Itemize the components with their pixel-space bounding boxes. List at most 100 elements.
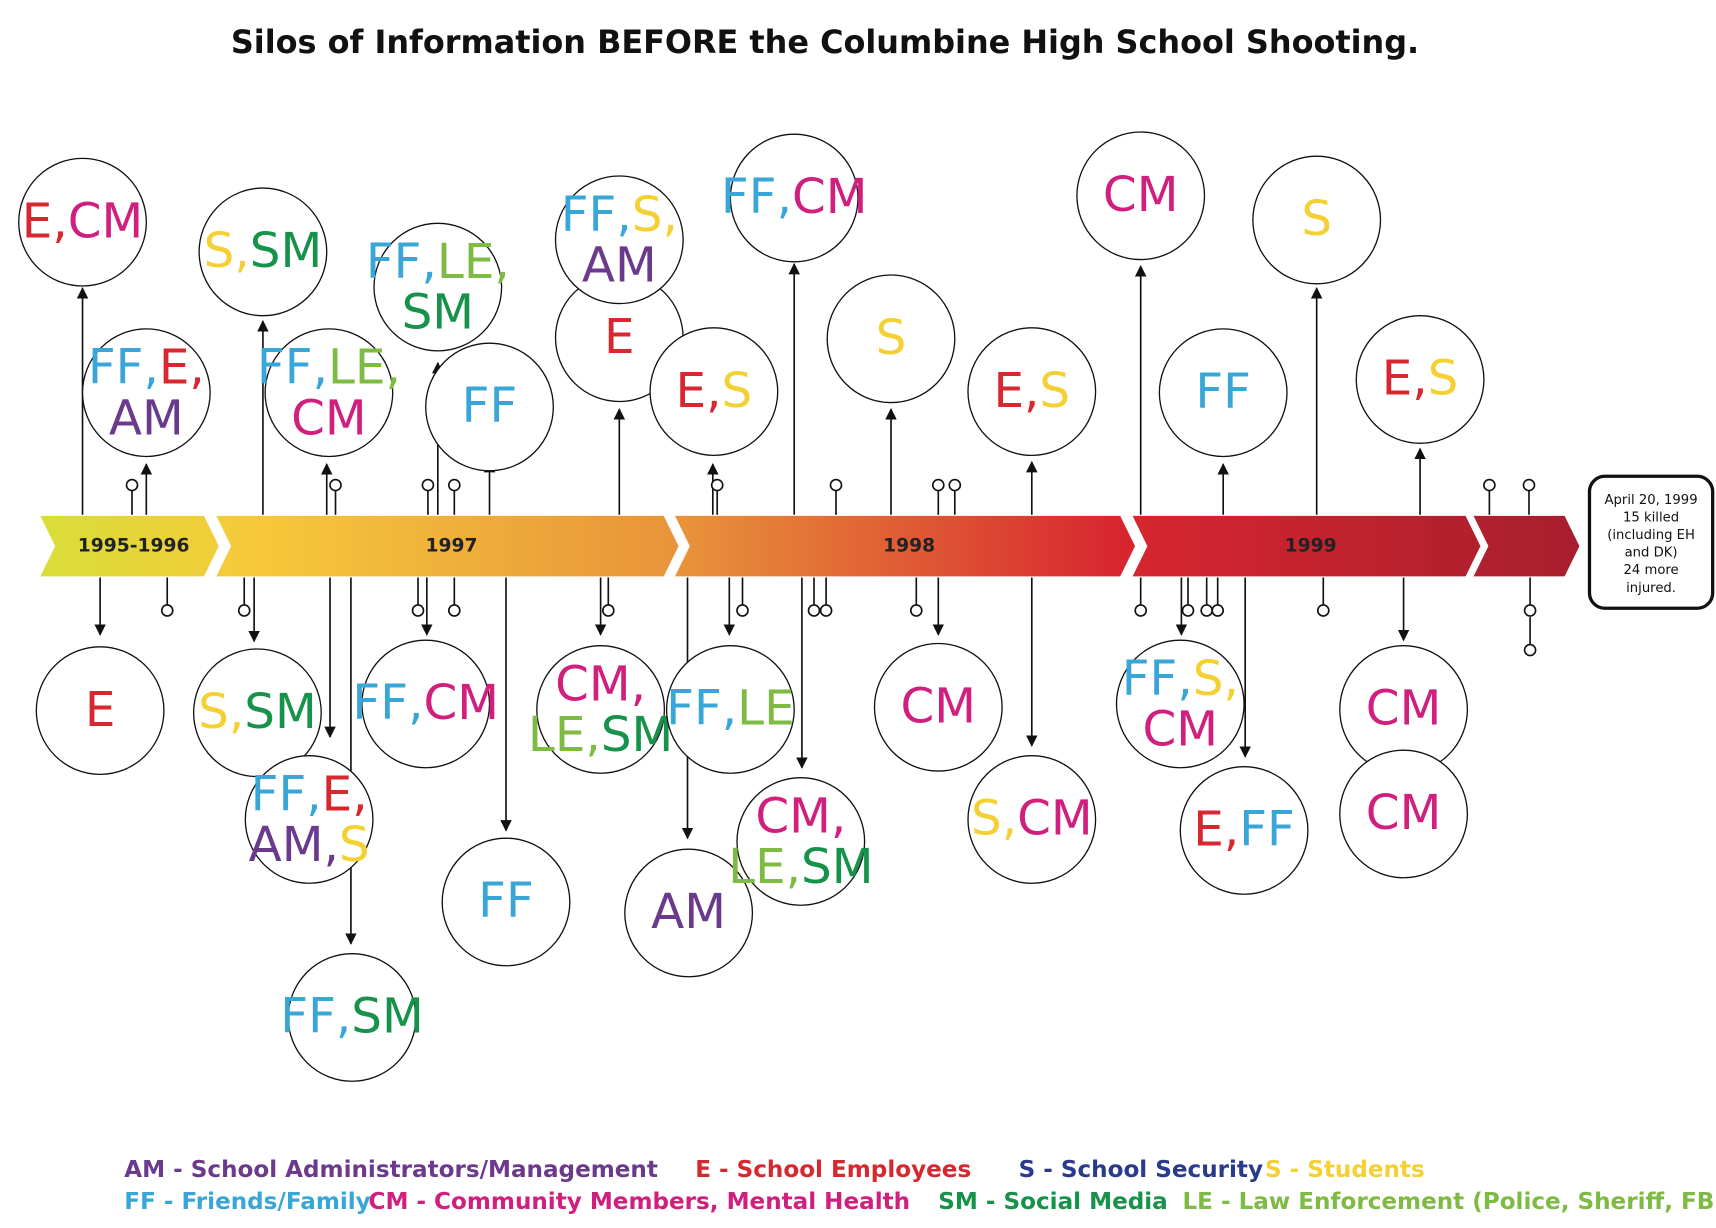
node-circle (373, 222, 503, 352)
pin-head (160, 604, 174, 617)
end-text: and DK) (1625, 546, 1678, 561)
node-label: FF,E, (88, 340, 205, 396)
legend-item: CM - Community Members, Mental Health (369, 1189, 911, 1215)
pin-head (736, 604, 749, 617)
code: FF (1239, 802, 1295, 858)
pin-head (1483, 478, 1496, 492)
node-circle (81, 328, 211, 458)
end-text: (including EH (1607, 528, 1695, 543)
pin-head (601, 604, 615, 617)
node-label: CM (1103, 167, 1179, 223)
code: CM (1366, 785, 1442, 841)
code: S (339, 817, 370, 873)
node-label: E,S (993, 363, 1070, 419)
code: LE, (437, 234, 510, 290)
pin-head (819, 604, 833, 617)
code: S, (1193, 651, 1239, 707)
pin-head (807, 604, 821, 617)
legend-item: AM - School Administrators/Management (124, 1157, 658, 1183)
node-label: S (876, 310, 907, 366)
code: E, (1193, 802, 1239, 858)
node-circle (729, 133, 859, 263)
node-circle (361, 639, 491, 769)
node-circle (665, 645, 795, 774)
node-circle (192, 648, 322, 778)
node-label: FF (462, 378, 518, 434)
code: CM (901, 678, 977, 734)
pin-head (1316, 604, 1330, 617)
node-circle (1076, 131, 1206, 261)
node-label: FF,E, (251, 766, 368, 822)
pin-head (909, 604, 923, 617)
code: LE (737, 681, 795, 737)
node-label: S,SM (198, 684, 317, 740)
code: CM (792, 169, 868, 225)
node-label: LE,SM (528, 707, 673, 763)
code: FF, (561, 187, 632, 243)
node-circle (1339, 749, 1469, 879)
pin-head (1211, 604, 1225, 617)
code: LE, (728, 839, 801, 895)
node-circle (425, 342, 554, 472)
title: Silos of Information BEFORE the Columbin… (231, 23, 1419, 61)
code: SM (244, 684, 316, 740)
node-circle (1179, 766, 1309, 895)
node-label: AM (109, 390, 184, 446)
pin-head (1134, 604, 1148, 617)
node-label: FF,SM (280, 989, 423, 1045)
code: S (1039, 363, 1070, 419)
code: CM (1366, 681, 1442, 737)
code: AM (582, 237, 657, 293)
node-circle (826, 274, 956, 404)
node-circle (35, 646, 165, 776)
code: S (876, 310, 907, 366)
code: LE, (528, 707, 601, 763)
pin-head (237, 604, 251, 617)
node-label: FF,LE, (257, 340, 401, 396)
code: FF, (1122, 651, 1193, 707)
code: E, (22, 193, 68, 249)
code: S, (632, 187, 678, 243)
pin-head (829, 478, 843, 492)
pin-head (421, 478, 435, 492)
timeline-segment (36, 513, 222, 579)
node-label: CM, (555, 656, 646, 712)
code: AM, (249, 817, 339, 873)
node-circle (536, 645, 666, 774)
code: CM (423, 675, 499, 731)
timeline-label: 1998 (883, 536, 935, 557)
node-label: E,S (676, 363, 753, 419)
node-label: S,CM (971, 791, 1093, 847)
node-label: S,SM (204, 223, 323, 279)
code: AM (651, 884, 726, 940)
pin-head (948, 478, 962, 492)
node-label: FF,LE, (366, 234, 510, 290)
node-circle (198, 187, 328, 317)
node-circle (736, 777, 866, 906)
node-label: E (604, 309, 635, 365)
pin-head (329, 478, 342, 492)
pin-head (411, 604, 425, 617)
node-label: SM (402, 285, 474, 341)
node-label: LE,SM (728, 839, 873, 895)
node-circle (624, 848, 754, 978)
node-circle (18, 157, 147, 287)
legend-item: E - School Employees (695, 1157, 971, 1183)
node-label: FF,S, (561, 187, 678, 243)
legend-item: S - Students (1265, 1157, 1425, 1183)
end-text: 15 killed (1623, 510, 1679, 525)
node-label: E,FF (1193, 802, 1295, 858)
code: FF, (257, 340, 328, 396)
code: FF, (88, 340, 159, 396)
code: CM (291, 390, 367, 446)
node-label: CM (1366, 681, 1442, 737)
code: S (722, 363, 753, 419)
pin-head (1200, 604, 1214, 617)
timeline-segment (212, 513, 682, 579)
node-circle (967, 755, 1097, 884)
node-label: CM (1143, 702, 1219, 758)
code: FF (462, 378, 518, 434)
node-label: AM (651, 884, 726, 940)
code: FF (1195, 364, 1251, 420)
